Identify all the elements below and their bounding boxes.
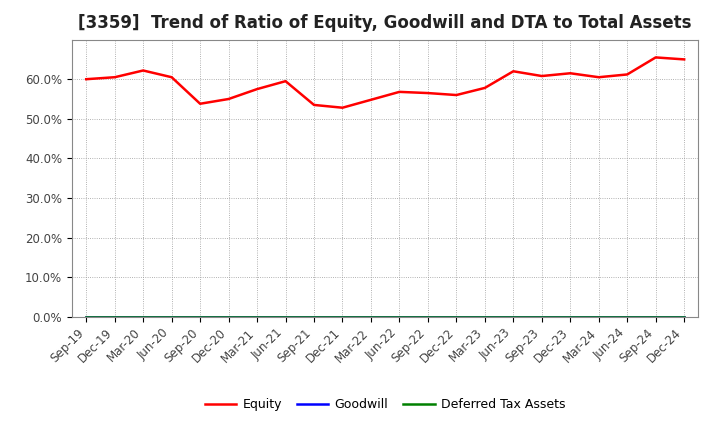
Goodwill — [282, 314, 290, 319]
Equity — [452, 92, 461, 98]
Deferred Tax Assets — [595, 314, 603, 319]
Equity — [167, 74, 176, 80]
Goodwill — [566, 314, 575, 319]
Equity — [225, 96, 233, 102]
Equity — [338, 105, 347, 110]
Goodwill — [537, 314, 546, 319]
Equity — [423, 90, 432, 95]
Deferred Tax Assets — [452, 314, 461, 319]
Deferred Tax Assets — [395, 314, 404, 319]
Deferred Tax Assets — [366, 314, 375, 319]
Equity — [82, 77, 91, 82]
Goodwill — [680, 314, 688, 319]
Line: Equity: Equity — [86, 57, 684, 108]
Deferred Tax Assets — [680, 314, 688, 319]
Goodwill — [423, 314, 432, 319]
Goodwill — [82, 314, 91, 319]
Deferred Tax Assets — [282, 314, 290, 319]
Deferred Tax Assets — [537, 314, 546, 319]
Deferred Tax Assets — [139, 314, 148, 319]
Legend: Equity, Goodwill, Deferred Tax Assets: Equity, Goodwill, Deferred Tax Assets — [200, 393, 570, 416]
Deferred Tax Assets — [423, 314, 432, 319]
Goodwill — [395, 314, 404, 319]
Equity — [680, 57, 688, 62]
Deferred Tax Assets — [167, 314, 176, 319]
Equity — [366, 97, 375, 103]
Goodwill — [139, 314, 148, 319]
Deferred Tax Assets — [110, 314, 119, 319]
Goodwill — [196, 314, 204, 319]
Deferred Tax Assets — [82, 314, 91, 319]
Goodwill — [310, 314, 318, 319]
Equity — [110, 74, 119, 80]
Equity — [537, 73, 546, 79]
Deferred Tax Assets — [338, 314, 347, 319]
Goodwill — [452, 314, 461, 319]
Goodwill — [509, 314, 518, 319]
Goodwill — [253, 314, 261, 319]
Deferred Tax Assets — [196, 314, 204, 319]
Deferred Tax Assets — [566, 314, 575, 319]
Deferred Tax Assets — [623, 314, 631, 319]
Goodwill — [595, 314, 603, 319]
Equity — [652, 55, 660, 60]
Equity — [253, 86, 261, 92]
Goodwill — [652, 314, 660, 319]
Equity — [509, 69, 518, 74]
Equity — [310, 102, 318, 107]
Deferred Tax Assets — [225, 314, 233, 319]
Goodwill — [623, 314, 631, 319]
Deferred Tax Assets — [480, 314, 489, 319]
Deferred Tax Assets — [652, 314, 660, 319]
Equity — [595, 74, 603, 80]
Equity — [566, 70, 575, 76]
Goodwill — [167, 314, 176, 319]
Deferred Tax Assets — [310, 314, 318, 319]
Goodwill — [225, 314, 233, 319]
Equity — [282, 78, 290, 84]
Equity — [196, 101, 204, 106]
Equity — [395, 89, 404, 95]
Goodwill — [338, 314, 347, 319]
Deferred Tax Assets — [509, 314, 518, 319]
Goodwill — [480, 314, 489, 319]
Equity — [139, 68, 148, 73]
Equity — [623, 72, 631, 77]
Goodwill — [366, 314, 375, 319]
Title: [3359]  Trend of Ratio of Equity, Goodwill and DTA to Total Assets: [3359] Trend of Ratio of Equity, Goodwil… — [78, 15, 692, 33]
Deferred Tax Assets — [253, 314, 261, 319]
Equity — [480, 85, 489, 91]
Goodwill — [110, 314, 119, 319]
